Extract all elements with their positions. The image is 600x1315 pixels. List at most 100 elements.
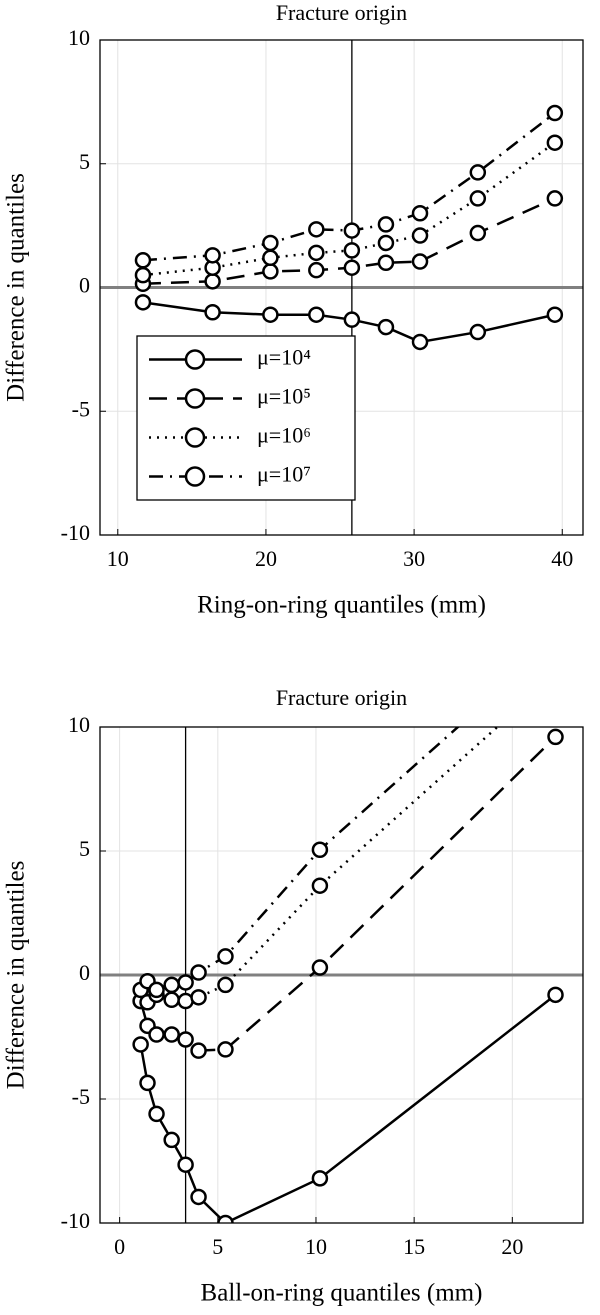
marker [308,221,325,238]
marker [139,1074,156,1092]
marker [546,104,564,122]
legend: μ=10⁴ μ=10⁵ μ=10⁶ μ=10⁷ [136,335,356,501]
x-tick-label: 5 [212,1234,223,1259]
marker [547,986,564,1004]
chart-title: Fracture origin [276,685,407,710]
marker [343,311,361,328]
y-tick-label: 0 [79,273,90,298]
legend-label: μ=10⁵ [257,384,311,409]
x-tick-label: 10 [107,546,129,571]
marker [148,1105,165,1123]
marker [311,959,329,976]
y-tick-label: 10 [68,712,90,737]
x-tick-label: 40 [551,546,573,571]
marker [546,190,564,207]
y-axis-label: Difference in quantiles [3,173,30,402]
y-tick-label: -10 [61,1208,90,1233]
marker [204,304,221,321]
x-tick-label: 10 [305,1234,327,1259]
marker [411,253,429,270]
marker [134,252,152,269]
x-axis-label: Ball-on-ring quantiles (mm) [201,1280,483,1307]
y-tick-label: 5 [79,149,90,174]
marker [469,323,487,341]
marker [204,273,221,290]
marker [469,224,487,242]
marker [262,234,279,252]
marker [177,974,194,991]
legend-label: μ=10⁷ [257,462,311,487]
marker [148,1026,165,1043]
marker [546,306,564,323]
series-line [142,141,556,277]
axes-box [99,39,584,536]
marker [411,205,429,222]
marker [217,948,234,965]
marker [190,964,207,981]
marker [204,247,221,264]
marker [148,981,165,999]
marker [546,134,564,151]
marker [549,633,563,647]
chart-title: Fracture origin [276,0,407,25]
marker [134,294,152,311]
y-tick-label: -5 [72,1084,90,1109]
legend-marker [184,349,206,370]
x-tick-label: 20 [501,1234,523,1259]
marker [343,222,361,239]
marker [163,991,180,1009]
y-tick-label: 10 [68,25,90,50]
x-tick-label: 15 [403,1234,425,1259]
marker [190,1188,207,1206]
marker [547,728,564,746]
marker [311,1170,329,1187]
marker [377,216,395,233]
marker [262,263,279,280]
marker [549,668,563,682]
marker [411,333,429,351]
marker [469,190,487,207]
marker [343,259,361,276]
marker [217,1041,234,1058]
marker [262,249,279,267]
legend-marker [184,466,206,487]
x-tick-label: 20 [255,546,277,571]
marker [163,1026,180,1043]
marker [377,254,395,271]
marker [134,266,152,284]
legend-label: μ=10⁴ [257,345,311,370]
x-tick-label: 30 [403,546,425,571]
marker [217,976,234,994]
marker [343,242,361,259]
y-tick-label: 5 [79,836,90,861]
chart: -10 -5 0 5 10 0 5 10 15 20 Fracture origin Ball-on-… [3,633,584,1307]
marker [163,976,180,994]
y-tick-label: -10 [61,520,90,545]
series-group [134,104,564,351]
marker [163,1131,180,1149]
marker [177,1156,194,1173]
marker [377,234,395,252]
y-axis-label: Difference in quantiles [3,861,30,1090]
marker [469,164,487,181]
axes-box [99,726,584,1224]
marker [190,1042,207,1059]
marker [311,841,329,859]
x-axis-label: Ring-on-ring quantiles (mm) [197,592,486,619]
legend-marker [184,427,206,448]
marker [377,318,395,336]
x-tick-label: 0 [114,1234,125,1259]
marker [177,1031,194,1048]
marker [308,261,325,279]
series-group [132,633,564,1223]
legend-marker [184,388,206,409]
marker [217,1214,234,1223]
marker [132,1036,149,1053]
marker [190,989,207,1006]
chart: -10 -5 0 5 10 10 20 30 40 Fracture origin Ring-on-… [3,0,584,619]
marker [411,227,429,244]
marker [262,306,279,323]
y-tick-label: -5 [72,396,90,421]
legend-box [136,335,356,501]
